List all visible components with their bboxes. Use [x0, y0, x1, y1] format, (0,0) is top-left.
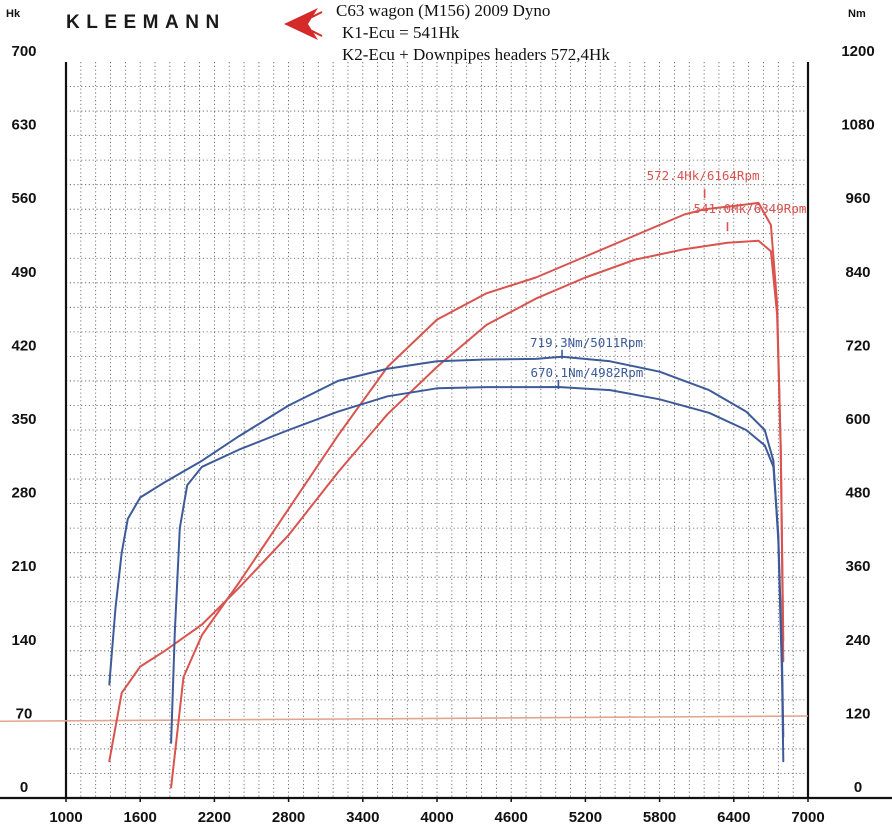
- right-tick-label: 240: [845, 632, 870, 649]
- annotations: 572.4Hk/6164Rpm 541.0Hk/6349Rpm 719.3Nm/50…: [530, 168, 806, 390]
- axes: 1000 1600 2200 2800 3400 4000 4600 5200 5800 6400…: [0, 43, 892, 826]
- left-tick-label: 70: [16, 705, 33, 722]
- x-tick-label: 4000: [420, 809, 453, 826]
- x-tick-label: 1000: [49, 809, 82, 826]
- x-tick-label: 5200: [569, 809, 602, 826]
- series-line-3: [108, 355, 785, 763]
- left-tick-label: 210: [11, 558, 36, 575]
- x-tick-label: 3400: [346, 809, 379, 826]
- logo-wordmark: KLEEMANN: [66, 12, 226, 33]
- logo-chevron-icon: [284, 8, 323, 40]
- series-line-1: [170, 201, 785, 789]
- right-tick-label: 0: [854, 779, 862, 796]
- left-tick-label: 280: [11, 485, 36, 502]
- left-tick-label: 420: [11, 337, 36, 354]
- peak-label-2: 541.0Hk/6349Rpm: [693, 201, 806, 216]
- peak-label-4: 670.1Nm/4982Rpm: [530, 365, 643, 380]
- x-tick-label: 6400: [717, 809, 750, 826]
- right-tick-label: 360: [845, 558, 870, 575]
- title-line-3: K2-Ecu + Downpipes headers 572,4Hk: [342, 45, 610, 64]
- x-tick-label: 1600: [124, 809, 157, 826]
- title-line-1: C63 wagon (M156) 2009 Dyno: [336, 1, 551, 20]
- x-tick-label: 4600: [495, 809, 528, 826]
- baseline-line: [0, 715, 809, 723]
- series-line-2: [108, 239, 785, 763]
- left-tick-label: 560: [11, 190, 36, 207]
- right-tick-label: 960: [845, 190, 870, 207]
- peak-label-3: 719.3Nm/5011Rpm: [530, 335, 643, 350]
- left-tick-label: 140: [11, 632, 36, 649]
- peak-label-1: 572.4Hk/6164Rpm: [647, 168, 760, 183]
- right-tick-label: 1080: [841, 117, 874, 134]
- left-tick-label: 700: [11, 43, 36, 60]
- x-tick-label: 7000: [791, 809, 824, 826]
- x-tick-label: 2800: [272, 809, 305, 826]
- left-tick-label: 350: [11, 411, 36, 428]
- right-tick-label: 600: [845, 411, 870, 428]
- left-axis-unit: Hk: [6, 8, 21, 20]
- left-tick-label: 490: [11, 264, 36, 281]
- right-tick-label: 480: [845, 485, 870, 502]
- title-line-2: K1-Ecu = 541Hk: [342, 23, 460, 42]
- x-tick-label: 2200: [198, 809, 231, 826]
- left-tick-label: 630: [11, 117, 36, 134]
- series: [0, 201, 809, 789]
- right-tick-label: 720: [845, 337, 870, 354]
- right-axis-unit: Nm: [848, 8, 866, 20]
- series-line-4: [170, 386, 785, 744]
- kleemann-logo: KLEEMANN: [66, 6, 336, 42]
- x-tick-label: 5800: [643, 809, 676, 826]
- right-tick-label: 1200: [841, 43, 874, 60]
- grid: [66, 62, 808, 798]
- left-tick-label: 0: [20, 779, 28, 796]
- right-tick-label: 840: [845, 264, 870, 281]
- right-tick-label: 120: [845, 705, 870, 722]
- chart-title: C63 wagon (M156) 2009 Dyno K1-Ecu = 541H…: [336, 0, 610, 66]
